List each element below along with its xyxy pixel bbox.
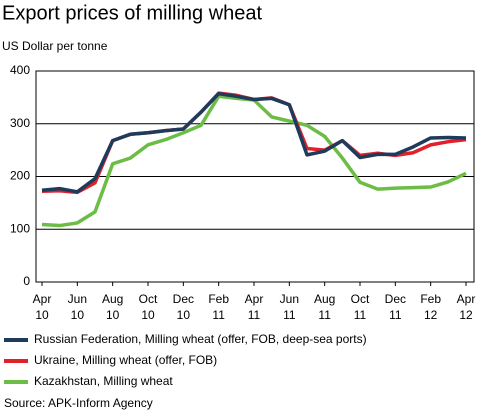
series-line	[41, 91, 467, 194]
legend-label: Kazakhstan, Milling wheat	[34, 374, 173, 388]
source: Source: APK-Inform Agency	[4, 396, 153, 410]
y-tick-label: 200	[10, 169, 30, 183]
legend-label: Russian Federation, Milling wheat (offer…	[34, 332, 367, 346]
x-tick-label: Aug 11	[314, 292, 335, 322]
x-tick-label: Feb 11	[208, 292, 229, 322]
x-tick-label: Oct 11	[351, 292, 370, 322]
y-tick-label: 300	[10, 116, 30, 130]
x-tick-label: Apr 10	[33, 292, 52, 322]
x-tick-label: Apr 12	[457, 292, 476, 322]
x-tick-label: Feb 12	[420, 292, 441, 322]
x-tick-label: Jun 10	[68, 292, 87, 322]
x-tick-label: Oct 10	[139, 292, 158, 322]
x-tick-label: Aug 10	[102, 292, 123, 322]
y-axis-label: US Dollar per tonne	[2, 39, 108, 53]
plot-frame	[35, 70, 475, 283]
y-tick-label: 0	[23, 274, 30, 288]
series-line	[41, 91, 467, 195]
legend-label: Ukraine, Milling wheat (offer, FOB)	[34, 353, 217, 367]
x-tick-label: Jun 11	[280, 292, 299, 322]
x-tick-label: Dec 11	[385, 292, 406, 322]
chart-title: Export prices of milling wheat	[2, 2, 263, 24]
x-tick-label: Apr 11	[245, 292, 264, 322]
y-tick-label: 100	[10, 221, 30, 235]
x-tick-label: Dec 10	[173, 292, 194, 322]
y-tick-label: 400	[10, 63, 30, 77]
